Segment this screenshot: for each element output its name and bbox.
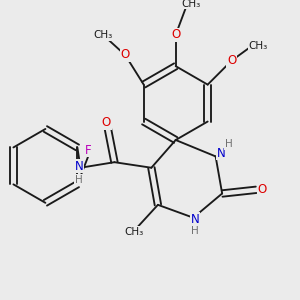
Text: O: O <box>257 183 266 196</box>
Text: O: O <box>121 48 130 61</box>
Text: CH₃: CH₃ <box>125 227 144 237</box>
Text: N: N <box>216 147 225 160</box>
Text: CH₃: CH₃ <box>94 30 113 40</box>
Text: O: O <box>171 28 180 41</box>
Text: F: F <box>85 144 92 157</box>
Text: H: H <box>191 226 199 236</box>
Text: N: N <box>190 213 199 226</box>
Text: O: O <box>102 116 111 129</box>
Text: H: H <box>225 139 232 149</box>
Text: H: H <box>75 175 83 185</box>
Text: CH₃: CH₃ <box>181 0 200 9</box>
Text: N: N <box>74 160 83 172</box>
Text: O: O <box>227 54 236 67</box>
Text: CH₃: CH₃ <box>249 41 268 51</box>
